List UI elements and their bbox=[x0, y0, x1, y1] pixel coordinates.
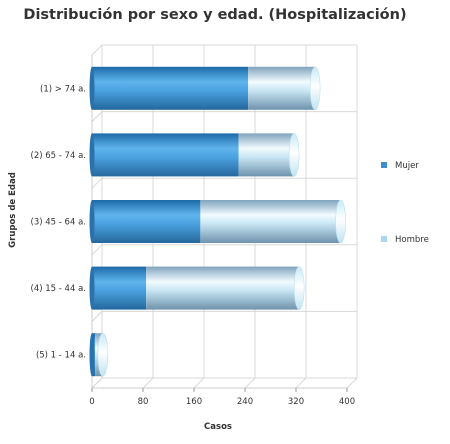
x-tick-label: 80 bbox=[138, 397, 149, 407]
bar-end-cap bbox=[288, 133, 300, 177]
bar-start-cap bbox=[89, 66, 95, 110]
grid-floor-line bbox=[346, 377, 358, 389]
bar-end-cap bbox=[293, 266, 305, 310]
grid-floor-line bbox=[142, 377, 154, 389]
chart-title: Distribución por sexo y edad. (Hospitali… bbox=[23, 7, 406, 23]
grid-side-line bbox=[91, 377, 103, 389]
category-label: (4) 15 - 44 a. bbox=[31, 284, 86, 294]
grid-side-line bbox=[91, 44, 103, 56]
grid-side-line bbox=[91, 111, 103, 122]
bar-hombre-4[interactable] bbox=[146, 266, 300, 310]
y-axis-title: Grupos de Edad bbox=[8, 172, 18, 248]
bar-mujer-2[interactable] bbox=[92, 133, 239, 177]
grid-side-line bbox=[91, 177, 103, 189]
category-label: (2) 65 - 74 a. bbox=[31, 151, 86, 161]
bar-mujer-1[interactable] bbox=[92, 66, 249, 110]
x-tick-label: 160 bbox=[186, 397, 202, 407]
grid-floor-line bbox=[193, 377, 205, 389]
bar-mujer-4[interactable] bbox=[92, 266, 147, 310]
legend-label-hombre: Hombre bbox=[395, 235, 429, 245]
bar-start-cap bbox=[89, 200, 95, 243]
bar-end-cap bbox=[97, 332, 109, 377]
bar-start-cap bbox=[89, 266, 95, 310]
bar-mujer-3[interactable] bbox=[92, 200, 201, 243]
bar-hombre-3[interactable] bbox=[200, 200, 341, 243]
grid-side-line bbox=[91, 244, 103, 256]
category-label: (1) > 74 a. bbox=[40, 84, 86, 94]
grid-side-line bbox=[91, 311, 103, 322]
x-tick-label: 320 bbox=[288, 397, 304, 407]
bar-end-cap bbox=[309, 66, 321, 111]
bar-hombre-1[interactable] bbox=[248, 66, 316, 110]
legend-swatch-mujer bbox=[381, 162, 387, 168]
x-tick-label: 240 bbox=[237, 397, 253, 407]
category-label: (5) 1 - 14 a. bbox=[36, 351, 86, 361]
legend-swatch-hombre bbox=[381, 236, 387, 242]
legend: Mujer Hombre bbox=[381, 161, 429, 245]
x-tick-label: 0 bbox=[89, 397, 94, 407]
x-axis-title: Casos bbox=[204, 422, 232, 432]
bar-start-cap bbox=[89, 333, 95, 377]
bar-end-cap bbox=[335, 199, 346, 244]
grid-floor-line bbox=[295, 377, 307, 389]
plot-area: 0 80 160 240 320 400 (1) > 74 a. (2) 65 - 74 a.… bbox=[31, 44, 358, 407]
grid-floor-line bbox=[244, 377, 256, 389]
bar-start-cap bbox=[89, 133, 95, 177]
legend-label-mujer: Mujer bbox=[395, 161, 419, 171]
bar-hombre-2[interactable] bbox=[238, 133, 295, 177]
category-label: (3) 45 - 64 a. bbox=[31, 218, 86, 228]
x-tick-label: 400 bbox=[339, 397, 355, 407]
